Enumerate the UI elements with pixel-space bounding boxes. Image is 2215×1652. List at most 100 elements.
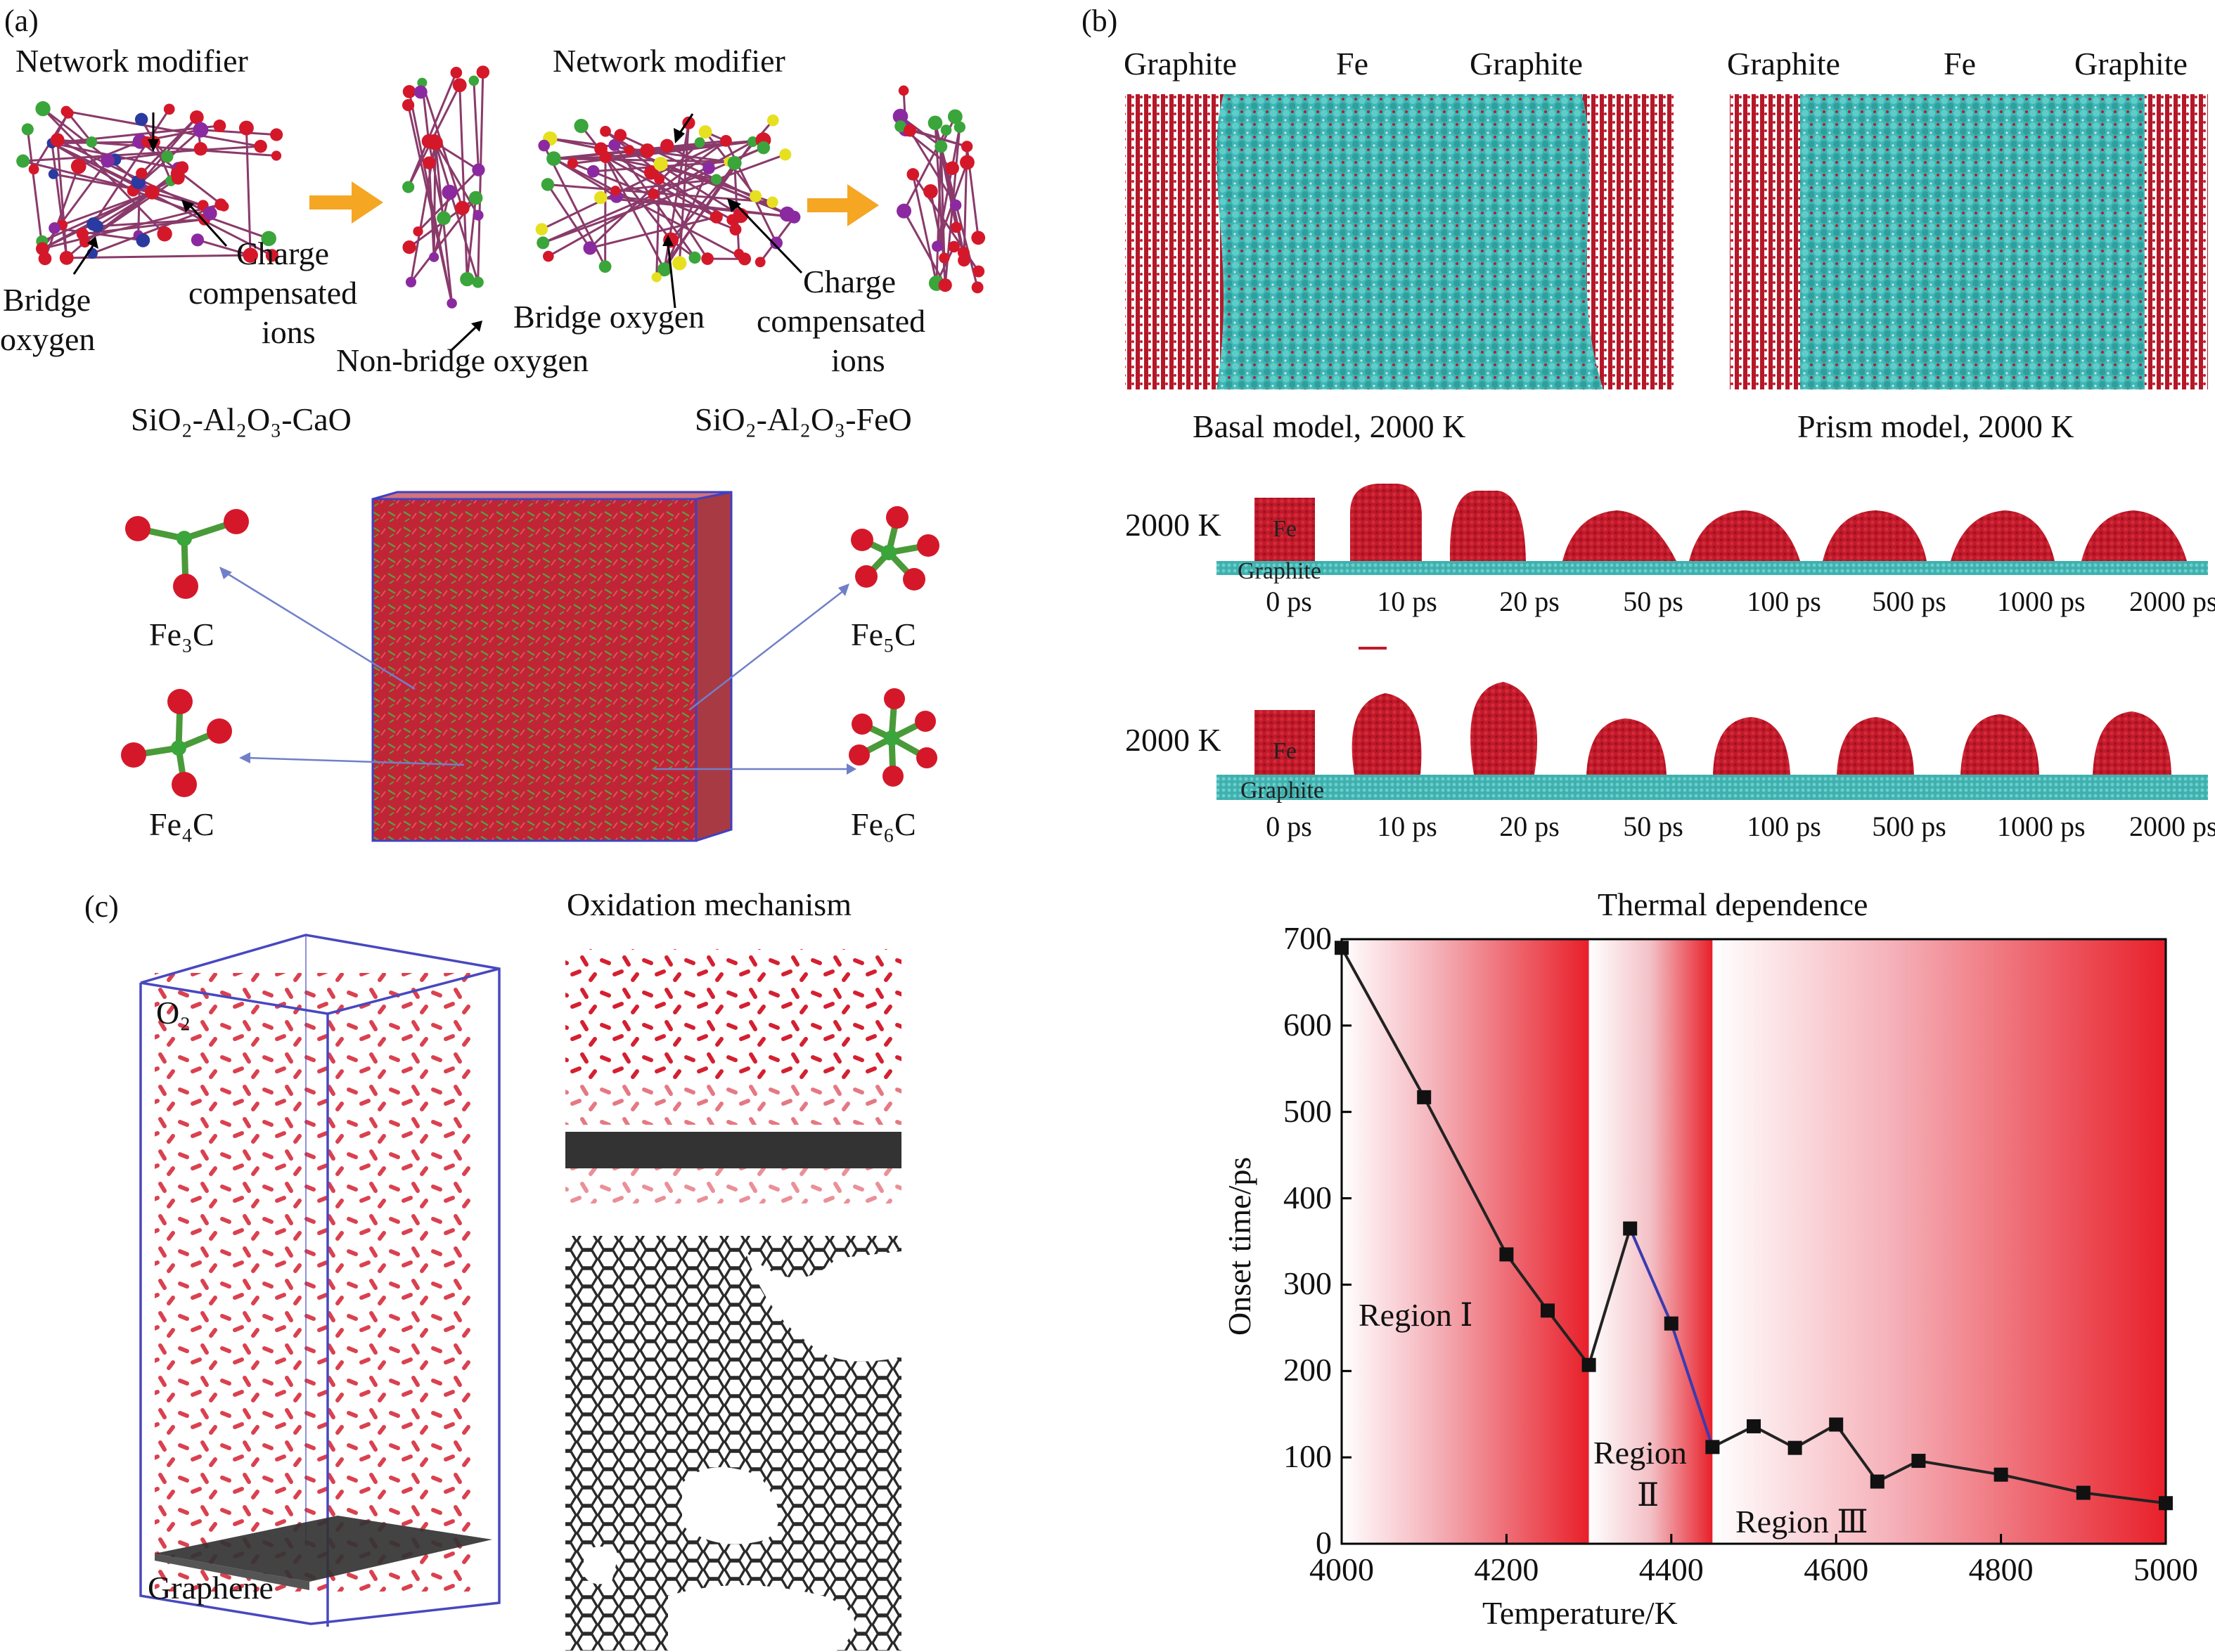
series-segment xyxy=(2084,1493,2166,1504)
data-point xyxy=(1582,1358,1596,1372)
charge-compensated-label-1a: Charge xyxy=(236,238,329,270)
series-segment xyxy=(1671,1324,1713,1447)
fe4c-label: Fe₄C xyxy=(149,808,214,841)
charge-compensated-label-2c: ions xyxy=(831,344,885,377)
y-tick-label: 0 xyxy=(1264,1527,1332,1559)
charge-compensated-label-1c: ions xyxy=(262,316,316,349)
data-point xyxy=(1417,1090,1431,1104)
data-point xyxy=(1788,1441,1802,1455)
time-label: 20 ps xyxy=(1491,588,1568,616)
region-label-2b: Ⅱ xyxy=(1637,1479,1659,1511)
y-tick-label: 400 xyxy=(1264,1182,1332,1214)
time-label: 50 ps xyxy=(1614,813,1692,841)
panel-c-tag: (c) xyxy=(84,889,119,924)
series-segment xyxy=(2001,1475,2084,1493)
series-segment xyxy=(1589,1229,1631,1365)
region-label-3: Region Ⅲ xyxy=(1735,1506,1868,1538)
y-tick-label: 600 xyxy=(1264,1009,1332,1041)
data-point xyxy=(2076,1486,2091,1500)
y-tick-label: 100 xyxy=(1264,1440,1332,1473)
data-point xyxy=(1829,1417,1843,1431)
data-point xyxy=(1705,1440,1719,1454)
oxidation-title: Oxidation mechanism xyxy=(567,889,852,921)
graphite-label-1: Graphite xyxy=(1124,48,1237,80)
y-tick-label: 200 xyxy=(1264,1354,1332,1386)
graphite-substrate-label-1: Graphite xyxy=(1238,560,1321,583)
series-segment xyxy=(1548,1310,1589,1364)
x-tick-label: 5000 xyxy=(2124,1554,2208,1586)
y-tick-label: 700 xyxy=(1264,922,1332,955)
non-bridge-oxygen-label: Non-bridge oxygen xyxy=(336,344,589,377)
series-segment xyxy=(1754,1426,1795,1448)
arrow-icon xyxy=(309,181,383,224)
graphite-label-3: Graphite xyxy=(1727,48,1840,80)
carbide-molecules xyxy=(0,478,984,872)
fe6c-molecule xyxy=(849,688,937,787)
time-label: 0 ps xyxy=(1250,588,1328,616)
x-tick-label: 4800 xyxy=(1959,1554,2043,1586)
charge-compensated-label-1b: compensated xyxy=(188,277,357,309)
x-tick-label: 4600 xyxy=(1794,1554,1878,1586)
row2-temperature: 2000 K xyxy=(1125,724,1221,756)
formula-label-2: SiO₂-Al₂O₃-FeO xyxy=(695,404,912,436)
region-band xyxy=(1342,939,1589,1544)
data-point xyxy=(1541,1303,1555,1317)
y-tick-label: 300 xyxy=(1264,1267,1332,1300)
time-label: 1000 ps xyxy=(1997,588,2074,616)
series-segment xyxy=(1795,1424,1837,1447)
data-point xyxy=(1664,1317,1678,1331)
data-point xyxy=(1911,1454,1925,1468)
data-point xyxy=(2159,1496,2173,1510)
plot-frame xyxy=(1342,939,2166,1544)
charge-compensated-label-2a: Charge xyxy=(803,266,896,298)
data-point xyxy=(1623,1222,1637,1236)
fe5c-molecule xyxy=(851,506,939,591)
data-point xyxy=(1870,1475,1885,1489)
fe6c-label: Fe₆C xyxy=(851,808,916,841)
time-label: 10 ps xyxy=(1368,813,1446,841)
series-segment xyxy=(1424,1097,1506,1255)
data-point xyxy=(1335,941,1349,955)
network-modifier-label-2: Network modifier xyxy=(553,45,785,77)
region-label-1: Region Ⅰ xyxy=(1359,1299,1473,1331)
droplet-wetting-rows xyxy=(1209,478,2208,844)
arrow-icon xyxy=(807,184,879,226)
data-point xyxy=(1994,1468,2008,1482)
fe3c-label: Fe₃C xyxy=(149,619,214,651)
time-label: 100 ps xyxy=(1745,588,1823,616)
series-segment xyxy=(1877,1461,1919,1481)
series-segment xyxy=(1918,1461,2001,1475)
region-label-2a: Region xyxy=(1593,1437,1687,1469)
chart-ylabel: Onset time/ps xyxy=(1224,1157,1256,1336)
time-label: 10 ps xyxy=(1368,588,1446,616)
x-tick-label: 4400 xyxy=(1629,1554,1714,1586)
fe-label-1: Fe xyxy=(1336,48,1368,80)
series-segment xyxy=(1342,948,1424,1097)
graphite-substrate-label-2: Graphite xyxy=(1240,779,1324,803)
formula-label-1: SiO₂-Al₂O₃-CaO xyxy=(131,404,352,436)
data-point xyxy=(1747,1419,1761,1433)
series-segment xyxy=(1712,1426,1754,1447)
fe-label-2: Fe xyxy=(1944,48,1976,80)
region-band xyxy=(1712,939,2166,1544)
chart-title: Thermal dependence xyxy=(1598,889,1868,921)
data-point xyxy=(1499,1247,1513,1261)
bridge-oxygen-label-1b: oxygen xyxy=(0,323,95,356)
interface-snapshots xyxy=(1118,84,2215,394)
graphene-label: Graphene xyxy=(148,1572,274,1604)
oxidation-simulation xyxy=(134,921,977,1652)
fe5c-label: Fe₅C xyxy=(851,619,916,651)
network-modifier-label-1: Network modifier xyxy=(15,45,248,77)
time-label: 2000 ps xyxy=(2129,588,2207,616)
fe-c-simulation-box xyxy=(373,492,731,841)
panel-b-tag: (b) xyxy=(1081,3,1117,39)
time-label: 0 ps xyxy=(1250,813,1328,841)
time-label: 500 ps xyxy=(1870,588,1948,616)
fe-box-label-1: Fe xyxy=(1273,517,1297,541)
time-label: 50 ps xyxy=(1614,588,1692,616)
time-label: 100 ps xyxy=(1745,813,1823,841)
time-label: 2000 ps xyxy=(2129,813,2207,841)
charge-compensated-label-2b: compensated xyxy=(757,305,925,337)
fe-box-label-2: Fe xyxy=(1273,740,1297,763)
time-label: 20 ps xyxy=(1491,813,1568,841)
